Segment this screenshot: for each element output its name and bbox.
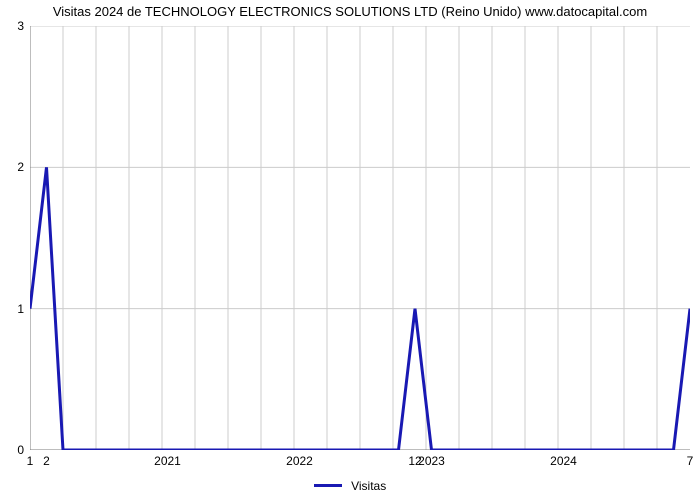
legend: Visitas	[0, 478, 700, 493]
chart-container: Visitas 2024 de TECHNOLOGY ELECTRONICS S…	[0, 0, 700, 500]
x-tick-label: 2022	[286, 450, 313, 468]
y-tick-label: 3	[17, 19, 30, 33]
point-label: 1	[27, 454, 34, 468]
chart-title: Visitas 2024 de TECHNOLOGY ELECTRONICS S…	[0, 4, 700, 19]
point-label: 7	[687, 454, 694, 468]
plot-area: 0123202120222023202412127	[30, 26, 690, 450]
y-tick-label: 1	[17, 302, 30, 316]
plot-svg	[30, 26, 690, 450]
point-label: 2	[43, 454, 50, 468]
legend-swatch	[314, 484, 342, 487]
point-label: 12	[408, 454, 421, 468]
x-tick-label: 2021	[154, 450, 181, 468]
x-tick-label: 2024	[550, 450, 577, 468]
x-tick-label: 2023	[418, 450, 445, 468]
legend-label: Visitas	[351, 479, 386, 493]
y-tick-label: 2	[17, 160, 30, 174]
